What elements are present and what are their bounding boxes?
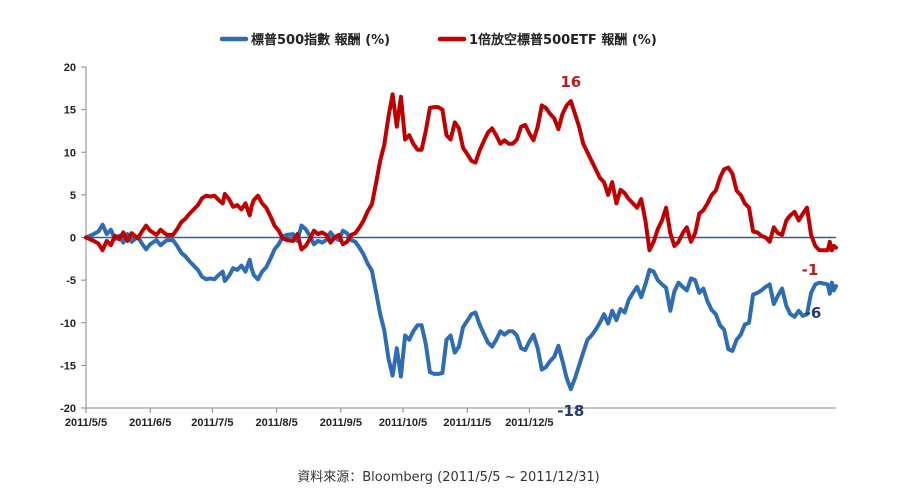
source-note: 資料來源：Bloomberg (2011/5/5 ~ 2011/12/31) [297,470,600,485]
series-line-sp500 [84,222,838,392]
series-group [84,92,838,392]
x-tick-label: 2011/10/5 [379,417,427,429]
x-tick-label: 2011/9/5 [320,417,362,429]
legend-label: 1倍放空標普500ETF 報酬 (%) [469,32,657,48]
x-tick-label: 2011/8/5 [255,417,297,429]
x-axis: 2011/5/5 2011/6/5 2011/7/5 2011/8/5 2011/9/5… [65,236,836,429]
y-tick-label: 10 [64,147,76,159]
y-tick-label: 0 [70,233,76,245]
y-tick-label: -5 [66,275,76,287]
line-chart: 標普500指數 報酬 (%) 1倍放空標普500ETF 報酬 (%) 20 15 10… [60,32,838,429]
x-tick-label: 2011/12/5 [505,417,553,429]
annotation-label: 16 [560,73,581,91]
y-tick-label: 5 [70,190,76,202]
y-tick-label: -15 [60,360,76,372]
y-tick-label: 15 [64,105,76,117]
annotation-label: -6 [805,304,822,322]
x-tick-label: 2011/6/5 [129,417,171,429]
x-tick-label: 2011/11/5 [443,417,491,429]
series-line-short-etf [84,92,838,253]
x-tick-label: 2011/5/5 [65,417,107,429]
x-tick-label: 2011/7/5 [191,417,233,429]
y-tick-label: -10 [60,318,76,330]
legend-label: 標普500指數 報酬 (%) [251,32,390,48]
y-tick-label: 20 [64,62,76,74]
legend: 標普500指數 報酬 (%) 1倍放空標普500ETF 報酬 (%) [219,32,657,48]
annotations: 16 -18 -1 -6 [557,73,821,420]
annotation-label: -1 [802,261,819,279]
y-tick-label: -20 [60,403,76,415]
annotation-label: -18 [557,402,584,420]
y-axis: 20 15 10 5 0 -5 -10 -15 -20 [60,62,87,415]
